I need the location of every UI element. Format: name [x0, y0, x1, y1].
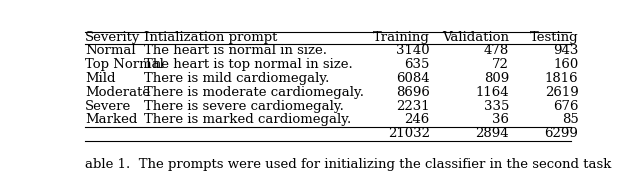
Text: There is severe cardiomegaly.: There is severe cardiomegaly. — [145, 100, 344, 113]
Text: Testing: Testing — [530, 31, 579, 44]
Text: Severe: Severe — [85, 100, 131, 113]
Text: There is mild cardiomegaly.: There is mild cardiomegaly. — [145, 72, 330, 85]
Text: 6084: 6084 — [396, 72, 429, 85]
Text: There is moderate cardiomegaly.: There is moderate cardiomegaly. — [145, 86, 365, 99]
Text: Normal: Normal — [85, 45, 136, 57]
Text: The heart is normal in size.: The heart is normal in size. — [145, 45, 328, 57]
Text: 1816: 1816 — [545, 72, 579, 85]
Text: The heart is top normal in size.: The heart is top normal in size. — [145, 58, 353, 71]
Text: 335: 335 — [484, 100, 509, 113]
Text: 72: 72 — [492, 58, 509, 71]
Text: 2231: 2231 — [396, 100, 429, 113]
Text: Mild: Mild — [85, 72, 115, 85]
Text: 676: 676 — [553, 100, 579, 113]
Text: 809: 809 — [484, 72, 509, 85]
Text: 2619: 2619 — [545, 86, 579, 99]
Text: 36: 36 — [492, 113, 509, 126]
Text: Validation: Validation — [442, 31, 509, 44]
Text: Moderate: Moderate — [85, 86, 150, 99]
Text: 6299: 6299 — [545, 127, 579, 140]
Text: 2894: 2894 — [476, 127, 509, 140]
Text: Top Normal: Top Normal — [85, 58, 164, 71]
Text: 21032: 21032 — [388, 127, 429, 140]
Text: Intialization prompt: Intialization prompt — [145, 31, 278, 44]
Text: able 1.  The prompts were used for initializing the classifier in the second tas: able 1. The prompts were used for initia… — [85, 158, 611, 171]
Text: 8696: 8696 — [396, 86, 429, 99]
Text: There is marked cardiomegaly.: There is marked cardiomegaly. — [145, 113, 352, 126]
Text: Training: Training — [373, 31, 429, 44]
Text: 478: 478 — [484, 45, 509, 57]
Text: 1164: 1164 — [476, 86, 509, 99]
Text: Severity: Severity — [85, 31, 140, 44]
Text: 943: 943 — [553, 45, 579, 57]
Text: 246: 246 — [404, 113, 429, 126]
Text: Marked: Marked — [85, 113, 138, 126]
Text: 3140: 3140 — [396, 45, 429, 57]
Text: 85: 85 — [562, 113, 579, 126]
Text: 635: 635 — [404, 58, 429, 71]
Text: 160: 160 — [553, 58, 579, 71]
